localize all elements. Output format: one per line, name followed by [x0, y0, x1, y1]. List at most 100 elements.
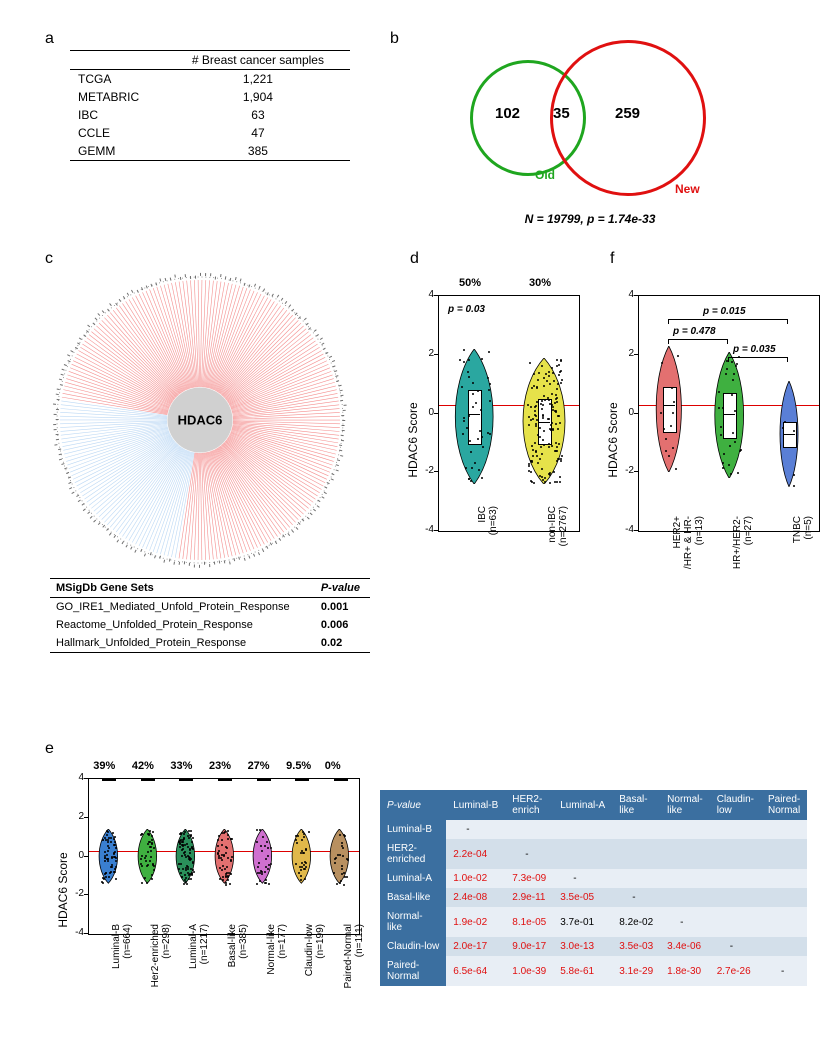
etable-cell — [761, 888, 807, 907]
msig-set-name: GO_IRE1_Mediated_Unfold_Protein_Response — [50, 598, 315, 617]
ytick: -4 — [66, 927, 84, 938]
etable-cell: 6.5e-64 — [446, 956, 505, 986]
percent-label: 27% — [248, 760, 270, 772]
dataset-name: IBC — [70, 106, 166, 124]
pval-text: p = 0.478 — [673, 326, 716, 337]
ytick: 0 — [616, 407, 634, 418]
etable-cell: - — [505, 839, 553, 869]
xlabel: non-IBC(n=2767) — [547, 506, 569, 606]
xlabel: IBC(n=63) — [477, 506, 499, 606]
etable-col-header: Normal-like — [660, 790, 710, 820]
etable-cell — [612, 839, 660, 869]
etable-row-header: Basal-like — [380, 888, 446, 907]
etable-cell: 3.0e-13 — [553, 937, 612, 956]
panel-b-venn: 102 35 259 Old New N = 19799, p = 1.74e-… — [400, 40, 780, 240]
venn-left-count: 102 — [495, 105, 520, 122]
xlabel: TNBC(n=5) — [792, 516, 814, 616]
venn-caption: N = 19799, p = 1.74e-33 — [400, 212, 780, 226]
panel-e-frame — [88, 778, 360, 935]
panel-label-f: f — [610, 250, 614, 268]
venn-right-count: 259 — [615, 105, 640, 122]
etable-cell: 2.9e-11 — [505, 888, 553, 907]
dataset-name: GEMM — [70, 142, 166, 161]
xlabel: HR+/HER2-(n=27) — [732, 516, 754, 616]
panel-label-e: e — [45, 740, 54, 758]
etable-col-header: Paired-Normal — [761, 790, 807, 820]
panel-f-frame — [638, 295, 820, 532]
msig-table: MSigDb Gene Sets P-value GO_IRE1_Mediate… — [50, 578, 370, 653]
etable-cell — [710, 820, 761, 839]
etable-row-header: Claudin-low — [380, 937, 446, 956]
ytick: 2 — [416, 348, 434, 359]
etable-cell: 3.5e-05 — [553, 888, 612, 907]
percent-label: 0% — [325, 760, 341, 772]
xlabel: Claudin-low(n=199) — [304, 924, 326, 1024]
panel-f-violin: HDAC6 Score -4-2024HER2+/HR+ & HR-(n=13)… — [600, 270, 830, 610]
etable-cell — [761, 907, 807, 937]
etable-cell — [761, 869, 807, 888]
dataset-count: 63 — [166, 106, 350, 124]
etable-row-header: HER2-enriched — [380, 839, 446, 869]
msig-header-set: MSigDb Gene Sets — [50, 579, 315, 598]
panel-label-c: c — [45, 250, 53, 268]
etable-cell — [505, 820, 553, 839]
ytick: -2 — [616, 465, 634, 476]
panel-d-frame — [438, 295, 580, 532]
etable-col-header: Basal-like — [612, 790, 660, 820]
etable-cell: 3.4e-06 — [660, 937, 710, 956]
msig-set-name: Hallmark_Unfolded_Protein_Response — [50, 634, 315, 653]
dataset-count: 1,904 — [166, 88, 350, 106]
boxplot-box — [723, 393, 737, 439]
etable-cell: 8.1e-05 — [505, 907, 553, 937]
etable-cell: 2.0e-17 — [446, 937, 505, 956]
xlabel: Luminal-A(n=1217) — [188, 924, 210, 1024]
etable-cell — [553, 839, 612, 869]
msig-set-name: Reactome_Unfolded_Protein_Response — [50, 616, 315, 634]
etable-cell: 2.7e-26 — [710, 956, 761, 986]
msig-header-p: P-value — [315, 579, 370, 598]
etable-cell: - — [553, 869, 612, 888]
pval-text: p = 0.015 — [703, 306, 746, 317]
xlabel: Paired-Normal(n=111) — [343, 924, 365, 1024]
ytick: -2 — [416, 465, 434, 476]
etable-cell: 3.1e-29 — [612, 956, 660, 986]
ytick: -4 — [616, 524, 634, 535]
violin-shape — [327, 829, 352, 883]
percent-label: 39% — [93, 760, 115, 772]
etable-cell: - — [660, 907, 710, 937]
etable-cell — [710, 888, 761, 907]
ytick: 0 — [66, 850, 84, 861]
etable-col-header: HER2-enrich — [505, 790, 553, 820]
ytick: -4 — [416, 524, 434, 535]
etable-cell — [553, 820, 612, 839]
etable-cell — [612, 869, 660, 888]
percent-label: 42% — [132, 760, 154, 772]
etable-cell: 5.8e-61 — [553, 956, 612, 986]
dataset-count: 385 — [166, 142, 350, 161]
pval-text: p = 0.035 — [733, 344, 776, 355]
etable-cell — [710, 839, 761, 869]
etable-cell — [761, 937, 807, 956]
etable-row-header: Luminal-A — [380, 869, 446, 888]
xlabel: Basal-like(n=385) — [227, 924, 249, 1024]
panel-label-a: a — [45, 30, 54, 48]
xlabel: Normal-like(n=177) — [266, 924, 288, 1024]
panel-d-violin: HDAC6 Score -4-2024IBC(n=63)non-IBC(n=27… — [400, 270, 590, 610]
ytick: 4 — [416, 289, 434, 300]
boxplot-box — [468, 390, 482, 445]
panel-d-pvalue: p = 0.03 — [448, 304, 485, 315]
etable-cell — [612, 820, 660, 839]
dataset-name: METABRIC — [70, 88, 166, 106]
msig-pvalue: 0.001 — [315, 598, 370, 617]
etable-cell: - — [612, 888, 660, 907]
pval-bracket — [668, 319, 788, 321]
panel-a-table: # Breast cancer samples TCGA1,221METABRI… — [70, 50, 350, 161]
etable-cell: 9.0e-17 — [505, 937, 553, 956]
ytick: 2 — [616, 348, 634, 359]
etable-cell: 7.3e-09 — [505, 869, 553, 888]
etable-cell — [710, 869, 761, 888]
etable-cell — [710, 907, 761, 937]
etable-cell: - — [710, 937, 761, 956]
venn-overlap-count: 35 — [553, 105, 570, 122]
boxplot-box — [783, 422, 797, 448]
